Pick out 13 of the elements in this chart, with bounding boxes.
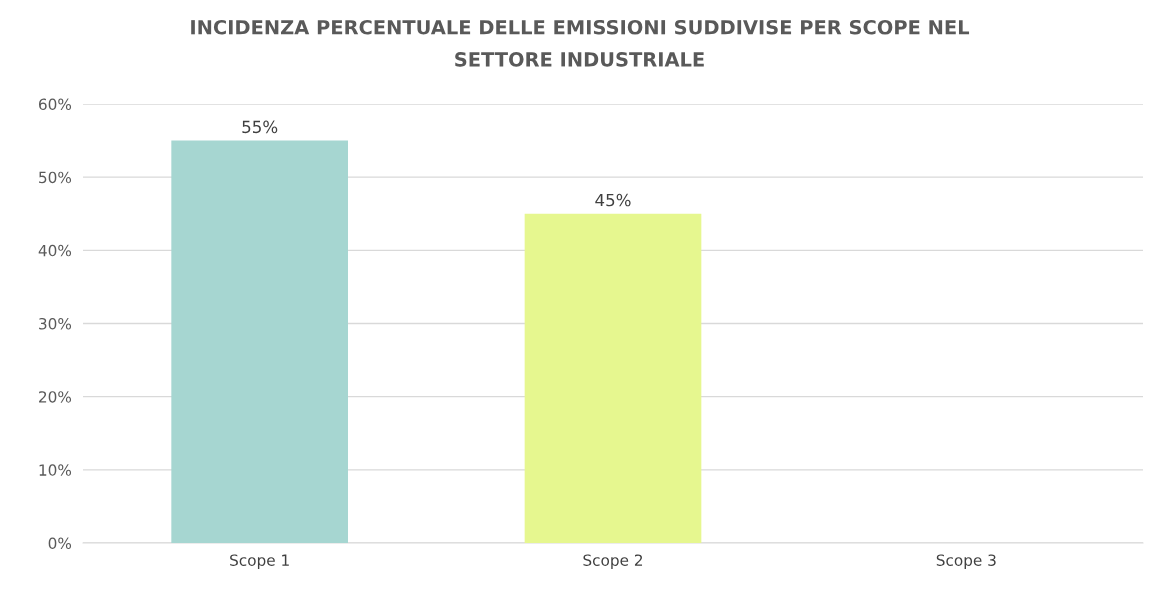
y-tick-label: 10% <box>39 464 72 476</box>
y-tick-label: 50% <box>39 171 72 184</box>
y-tick-label: 0% <box>48 537 72 550</box>
data-label: 45% <box>595 193 631 207</box>
y-tick-label: 30% <box>39 317 72 330</box>
y-tick-label: 20% <box>39 391 72 403</box>
y-tick-label: 40% <box>38 244 72 257</box>
x-tick-label: Scope 1 <box>230 554 289 569</box>
x-tick-label: Scope 3 <box>936 554 996 569</box>
data-label: 55% <box>242 120 278 134</box>
x-tick-label: Scope 2 <box>583 554 643 569</box>
y-tick-label: 60% <box>39 98 72 111</box>
chart-title: INCIDENZA PERCENTUALE DELLE EMISSIONI SUDDIVISE PER SCOPE NEL SETTORE INDUSTRIALE <box>191 19 970 67</box>
